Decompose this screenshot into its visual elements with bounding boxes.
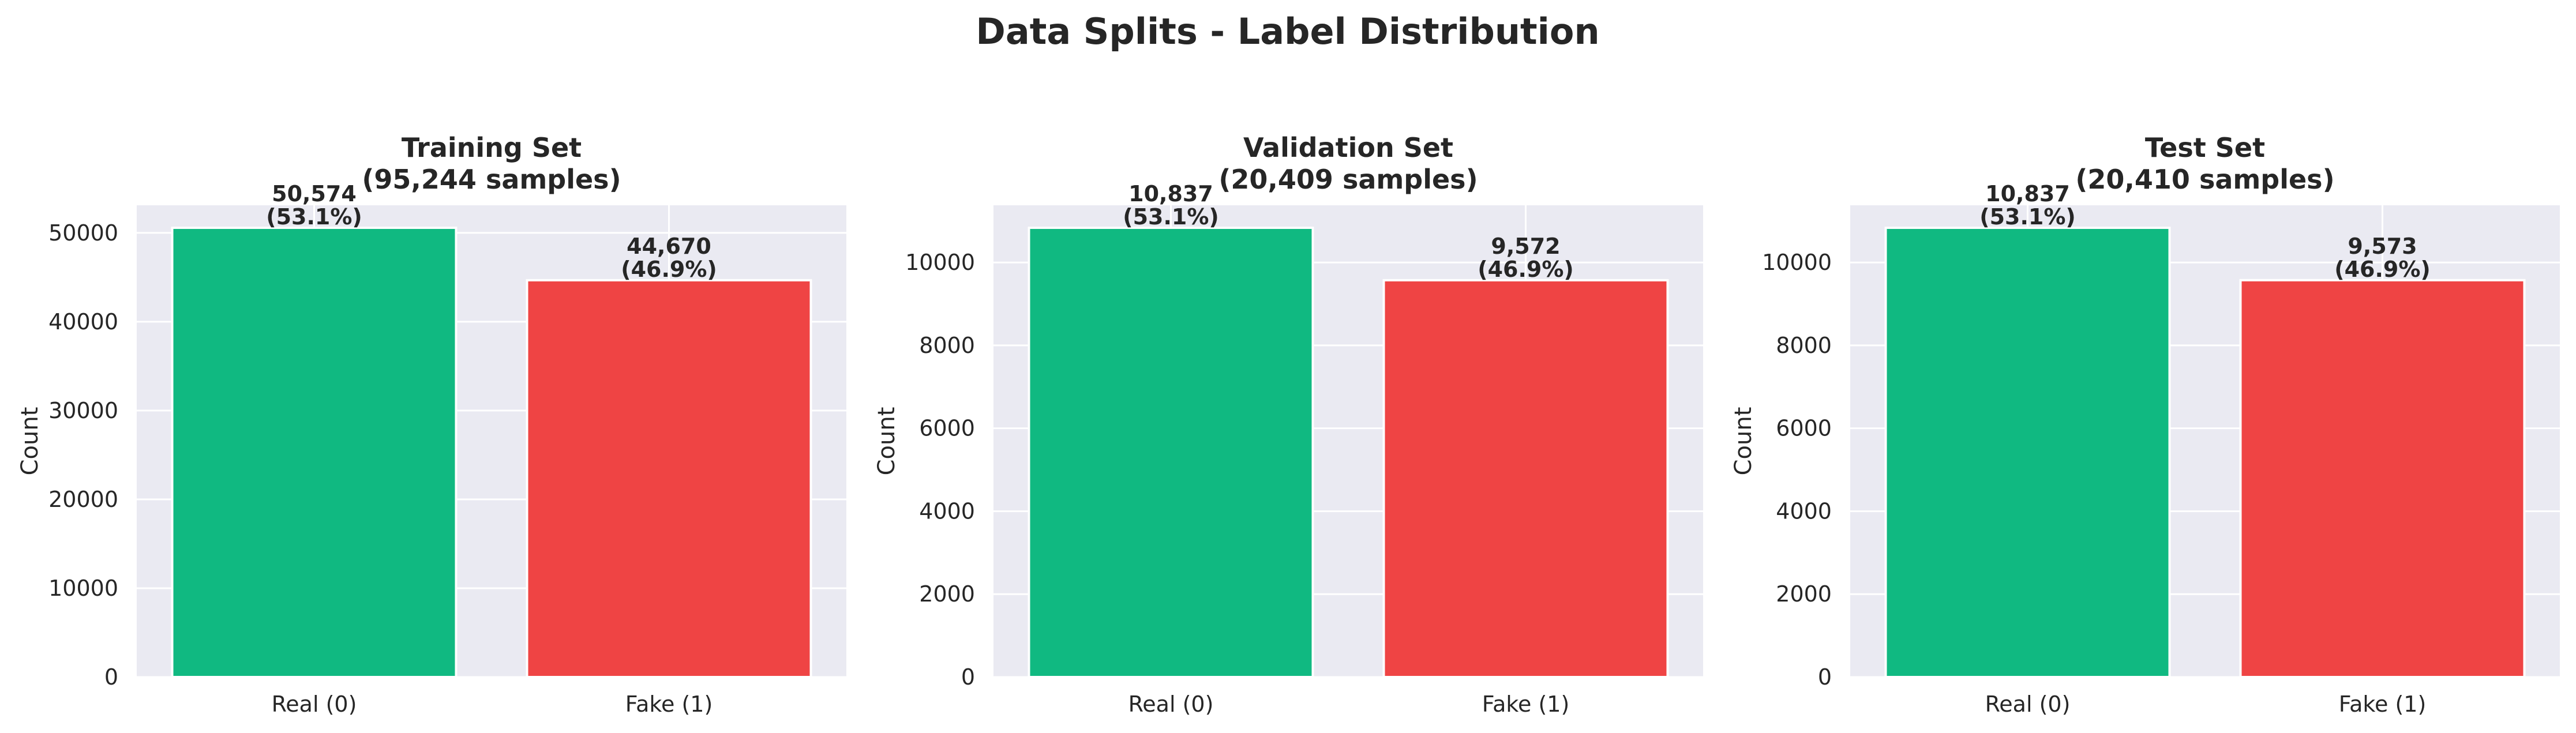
bar-value-label: 9,572 [1491, 234, 1560, 259]
y-tick-label: 40000 [48, 309, 118, 334]
panel-subtitle: (20,410 samples) [2075, 164, 2334, 195]
chart-panel-2: 10,837(53.1%) 9,573(46.9%) 0 2000 4000 6000 80… [1730, 132, 2560, 717]
y-tick-label: 10000 [905, 250, 975, 275]
bar-fake [2239, 279, 2526, 678]
y-tick-label: 30000 [48, 398, 118, 423]
bar-real [1028, 226, 1314, 678]
x-tick-label: Fake (1) [625, 691, 713, 717]
panel-title: Test Set [2145, 132, 2265, 163]
bar-value-label: 44,670 [627, 234, 711, 259]
y-tick-label: 6000 [919, 416, 975, 441]
bar-value-label: 50,574 [272, 181, 357, 206]
y-axis-label: Count [873, 407, 900, 476]
y-tick-label: 4000 [1776, 498, 1832, 524]
x-tick-label: Fake (1) [2339, 691, 2427, 717]
bar-percent-label: (53.1%) [266, 204, 362, 230]
y-tick-label: 6000 [1776, 416, 1832, 441]
chart-panel-0: 50,574(53.1%) 44,670(46.9%) 0 10000 20000 300… [17, 132, 846, 717]
bar-real [1884, 226, 2171, 678]
bar-value-label: 9,573 [2348, 234, 2417, 259]
x-tick-label: Real (0) [272, 691, 357, 717]
y-tick-label: 4000 [919, 498, 975, 524]
bar-fake [1382, 279, 1669, 678]
y-axis-label: Count [1730, 407, 1757, 476]
x-tick-label: Fake (1) [1482, 691, 1570, 717]
x-tick-label: Real (0) [1128, 691, 1214, 717]
figure-suptitle: Data Splits - Label Distribution [976, 10, 1599, 52]
panel-title: Validation Set [1243, 132, 1453, 163]
bar-fake [526, 279, 812, 678]
bar-percent-label: (46.9%) [621, 257, 717, 282]
y-tick-label: 8000 [919, 333, 975, 358]
y-tick-label: 0 [104, 664, 118, 690]
bar-percent-label: (53.1%) [1123, 204, 1219, 230]
bar-value-label: 10,837 [1128, 181, 1213, 206]
chart-panels: 50,574(53.1%)44,670(46.9%)01000020000300… [17, 132, 2560, 717]
y-tick-label: 50000 [48, 220, 118, 246]
y-tick-label: 8000 [1776, 333, 1832, 358]
bar-value-label: 10,837 [1985, 181, 2070, 206]
bar-percent-label: (46.9%) [2334, 257, 2431, 282]
x-tick-label: Real (0) [1985, 691, 2071, 717]
y-tick-label: 10000 [48, 576, 118, 601]
y-axis-label: Count [17, 407, 43, 476]
y-tick-label: 0 [961, 664, 975, 690]
y-tick-label: 2000 [1776, 581, 1832, 607]
panel-subtitle: (95,244 samples) [362, 164, 621, 195]
chart-panel-1: 10,837(53.1%) 9,572(46.9%) 0 2000 4000 6000 80… [873, 132, 1703, 717]
bar-percent-label: (53.1%) [1979, 204, 2076, 230]
y-tick-label: 0 [1818, 664, 1832, 690]
bar-percent-label: (46.9%) [1478, 257, 1574, 282]
y-tick-label: 20000 [48, 487, 118, 512]
panel-subtitle: (20,409 samples) [1218, 164, 1478, 195]
bar-real [171, 226, 458, 678]
y-tick-label: 2000 [919, 581, 975, 607]
panel-title: Training Set [402, 132, 582, 163]
y-tick-label: 10000 [1762, 250, 1832, 275]
